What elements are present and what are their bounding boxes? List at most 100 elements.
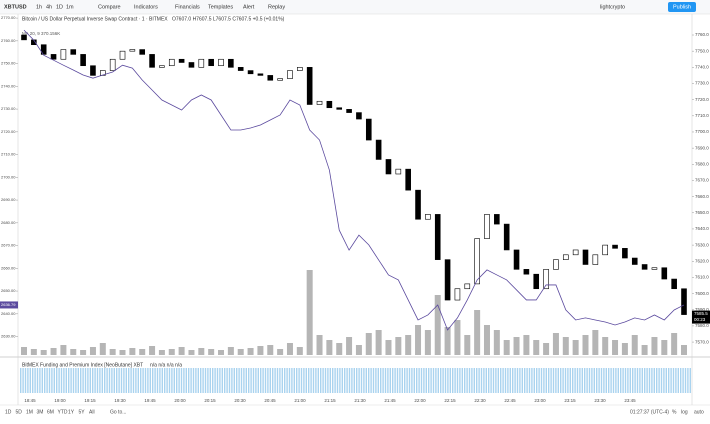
funding-bar [514, 368, 516, 393]
percent[interactable]: % [672, 409, 677, 415]
funding-bar [166, 368, 168, 393]
funding-bar [276, 368, 279, 393]
funding-bar [531, 368, 533, 393]
indicators[interactable]: Indicators [134, 4, 158, 10]
funding-bar [567, 368, 569, 393]
funding-bar [428, 368, 430, 393]
alert[interactable]: Alert [243, 4, 255, 10]
volume-bar [40, 350, 47, 355]
symbol[interactable]: XBTUSD [4, 4, 27, 10]
funding-bar [471, 368, 473, 393]
x-tick-label: 22:30 [474, 398, 486, 403]
funding-bar [368, 368, 370, 393]
funding-bar [132, 368, 135, 393]
x-tick-label: 21:00 [294, 398, 306, 403]
funding-bar [392, 368, 394, 393]
y-tick-label: 7660.0 [695, 194, 709, 199]
funding-bar [32, 368, 34, 393]
funding-bar [420, 368, 423, 393]
user[interactable]: lightcrypto [600, 4, 625, 10]
publish-label[interactable]: Publish [673, 4, 691, 10]
candle [149, 54, 155, 68]
financials[interactable]: Financials [175, 4, 200, 10]
funding-bar [324, 368, 327, 393]
compare[interactable]: Compare [98, 4, 121, 10]
funding-bar [267, 368, 269, 393]
funding-bar [303, 368, 305, 393]
funding-bar [500, 368, 502, 393]
funding-bar [423, 368, 425, 393]
range-button[interactable]: 5Y [79, 409, 86, 415]
y-tick-label: 7740.0 [695, 65, 709, 70]
compare-line [23, 29, 685, 331]
funding-bar [387, 368, 389, 393]
funding-bar [360, 368, 363, 393]
y2-tick-label: 2770.00 [1, 15, 16, 20]
range-button[interactable]: 1Y [68, 409, 75, 415]
auto[interactable]: auto [694, 409, 704, 415]
candle [168, 58, 175, 67]
funding-bar [380, 368, 382, 393]
funding-bar [305, 368, 307, 393]
range-button[interactable]: 6M [47, 409, 54, 415]
funding-bar [51, 368, 53, 393]
range-button[interactable]: 1M [26, 409, 33, 415]
candle [523, 269, 530, 275]
publish-button[interactable] [668, 2, 696, 12]
y-tick-label: 7580.0 [695, 323, 709, 328]
funding-bar [293, 368, 295, 393]
range-button[interactable]: 5D [16, 409, 23, 415]
range-button[interactable]: YTD [58, 409, 68, 415]
candle [474, 238, 480, 285]
range-button[interactable]: All [89, 409, 95, 415]
templates[interactable]: Templates [208, 4, 233, 10]
funding-bar [384, 368, 387, 393]
y-tick-label: 7600.0 [695, 291, 709, 296]
funding-bar [180, 368, 183, 393]
funding-bar [564, 368, 567, 393]
volume-bar [671, 333, 678, 355]
y-tick-label: 7710.0 [695, 113, 709, 118]
funding-bar [168, 368, 171, 393]
funding-bar [296, 368, 298, 393]
funding-bar [624, 368, 627, 393]
funding-bar [660, 368, 663, 393]
candle [237, 67, 244, 71]
funding-bar [329, 368, 331, 393]
goto[interactable]: Go to... [110, 409, 126, 415]
pane-separator [0, 356, 710, 358]
funding-bar [322, 368, 324, 393]
funding-bar [636, 368, 639, 393]
y-tick-label: 7620.0 [695, 258, 709, 263]
x-tick-label: 21:30 [354, 398, 366, 403]
x-tick-label: 20:30 [234, 398, 246, 403]
funding-bar [248, 368, 250, 393]
funding-bar [560, 368, 562, 393]
log[interactable]: log [681, 409, 688, 415]
funding-bar [281, 368, 283, 393]
funding-bar [72, 368, 75, 393]
funding-bar [668, 368, 670, 393]
funding-bar [317, 368, 319, 393]
interval[interactable]: 4h [46, 4, 52, 10]
funding-bar [375, 368, 377, 393]
funding-bar [430, 368, 432, 393]
funding-bar [512, 368, 514, 393]
interval[interactable]: 1m [66, 4, 74, 10]
replay[interactable]: Replay [268, 4, 285, 10]
interval[interactable]: 1D [56, 4, 63, 10]
range-button[interactable]: 1D [5, 409, 12, 415]
candle [287, 70, 293, 79]
candle [218, 58, 224, 67]
candle [484, 214, 490, 239]
funding-bar [310, 368, 312, 393]
funding-bar [447, 368, 449, 393]
funding-bar [365, 368, 367, 393]
candle [60, 49, 67, 60]
volume-bar [434, 295, 441, 355]
range-button[interactable]: 3M [37, 409, 44, 415]
interval[interactable]: 1h [36, 4, 42, 10]
funding-bar [483, 368, 485, 393]
funding-bar [101, 368, 103, 393]
funding-bar [279, 368, 281, 393]
